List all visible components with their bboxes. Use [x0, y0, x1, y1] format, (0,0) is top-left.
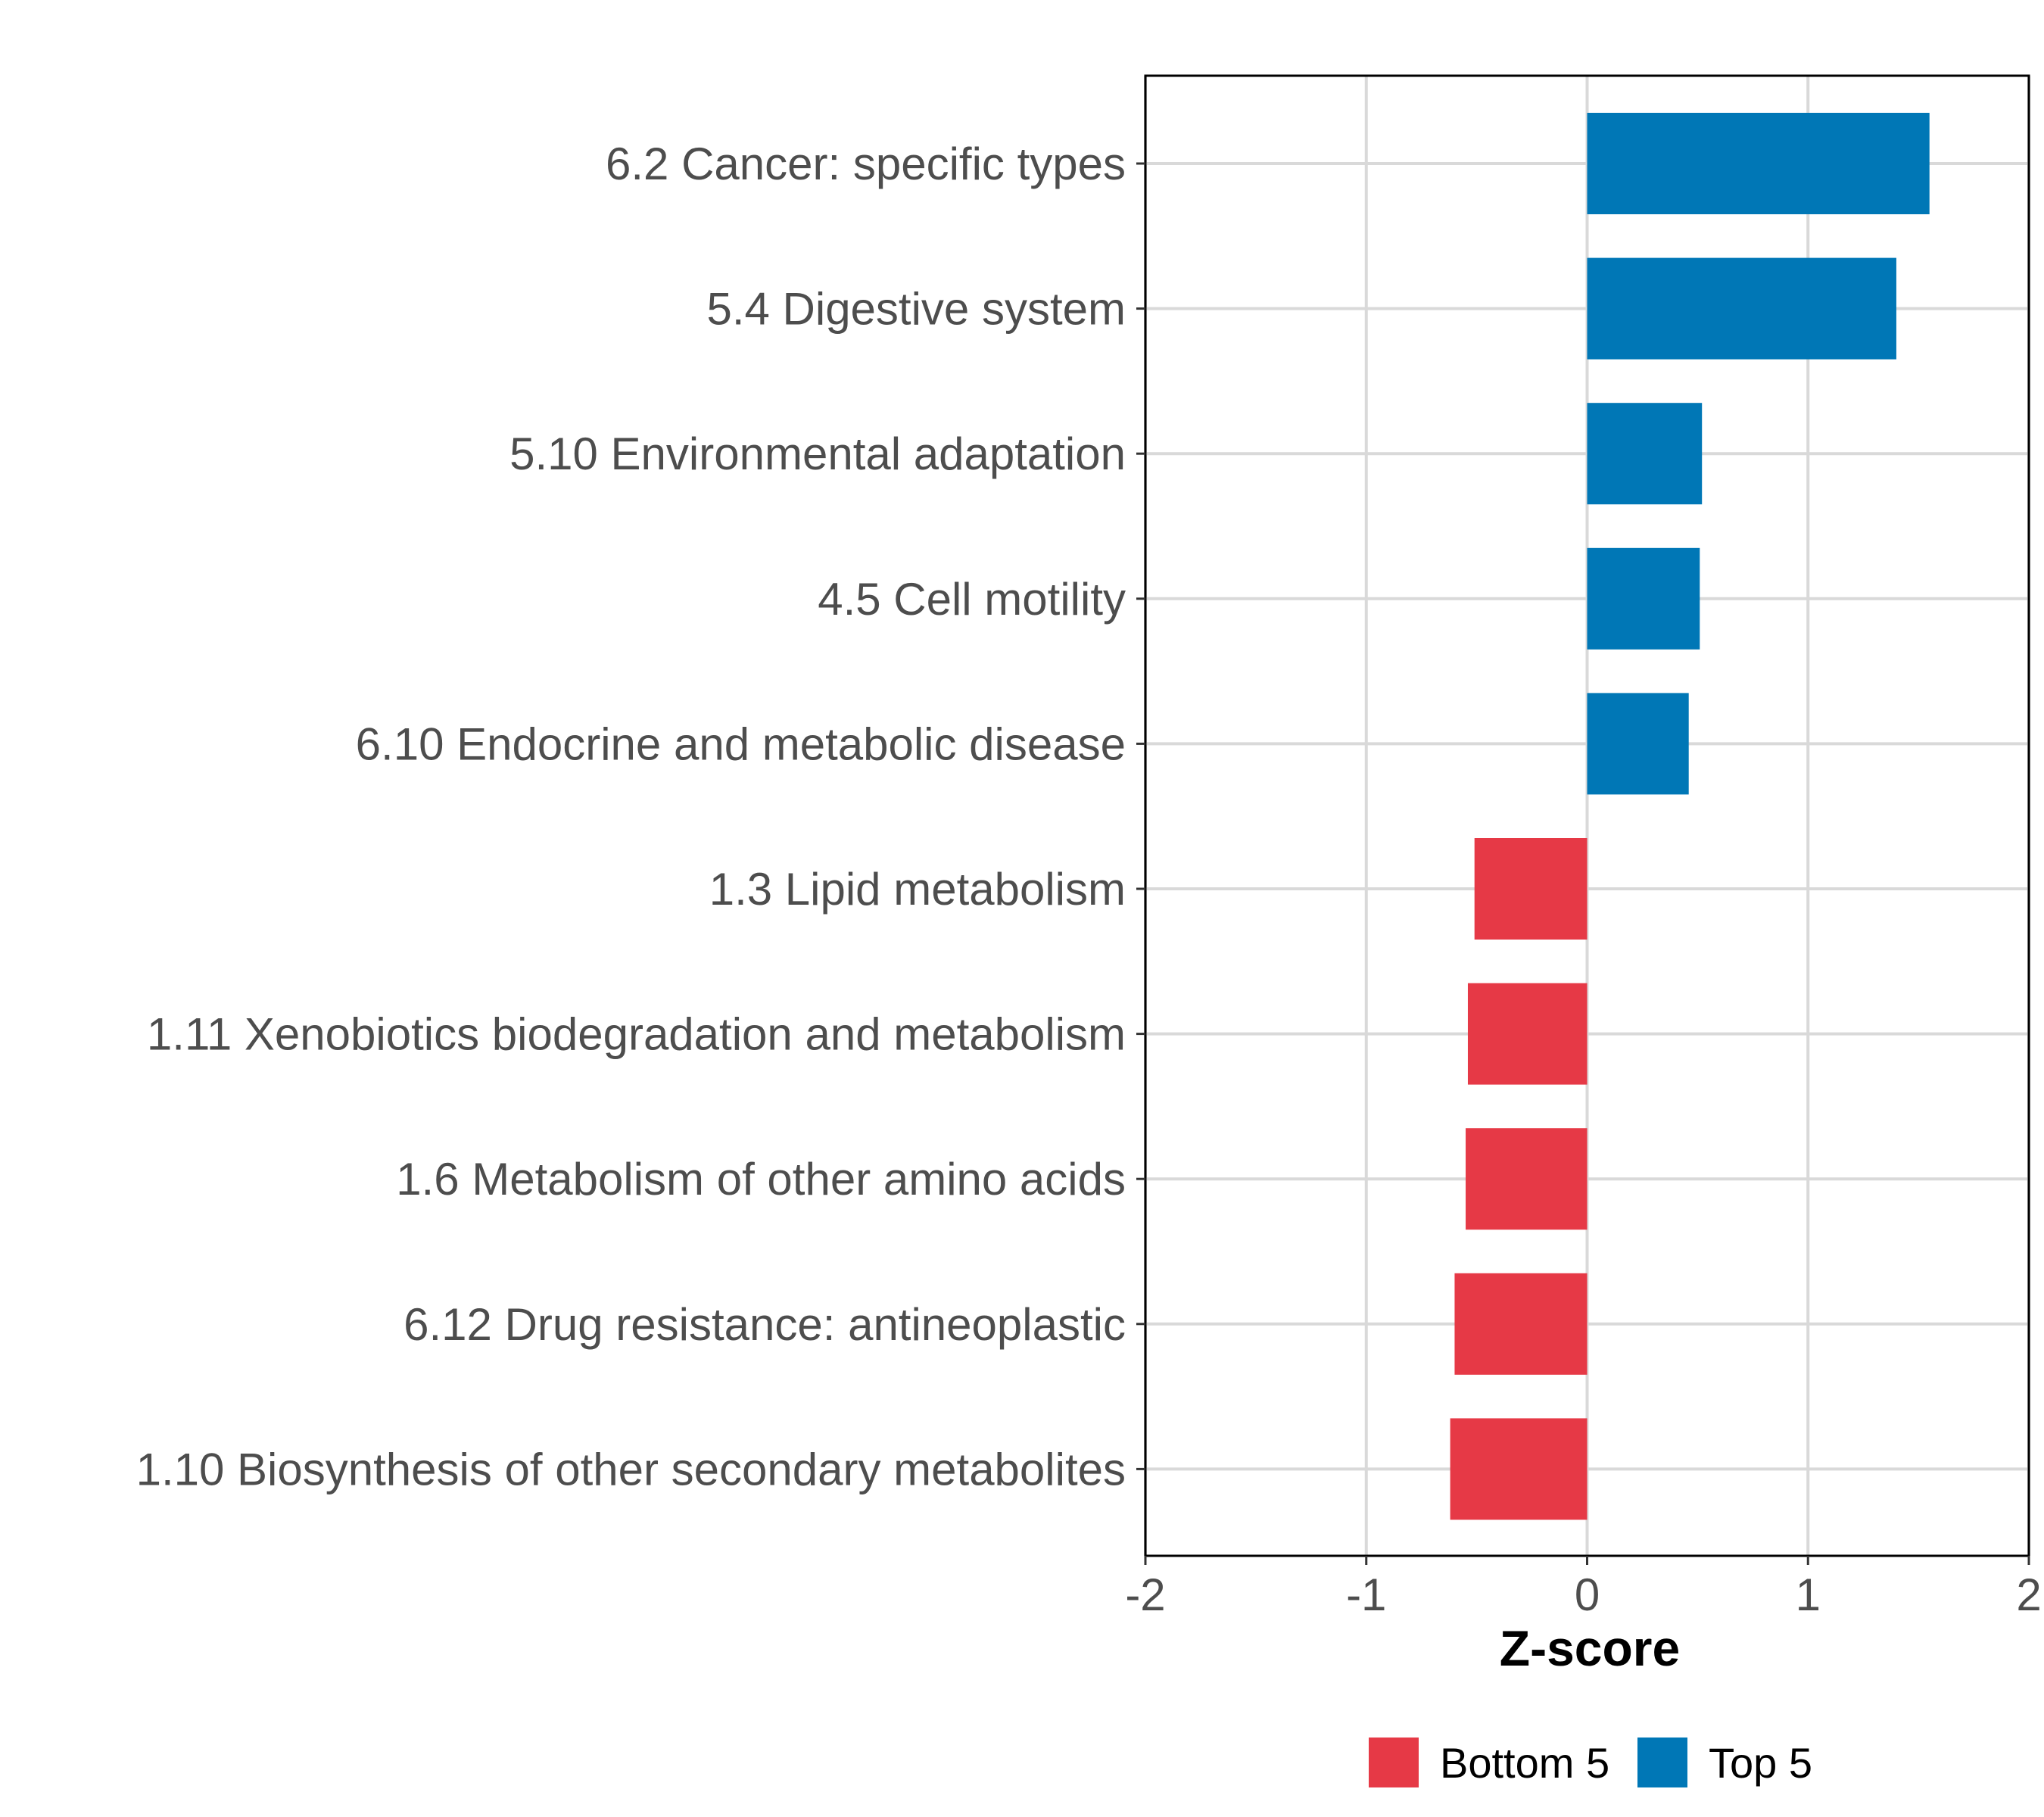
category-label-4: 4.5 Cell motility — [818, 574, 1126, 625]
legend-swatch-1 — [1369, 1738, 1419, 1787]
category-label-9: 6.12 Drug resistance: antineoplastic — [404, 1299, 1126, 1350]
category-label-8: 1.6 Metabolism of other amino acids — [396, 1154, 1126, 1205]
bar-7 — [1467, 983, 1588, 1085]
bar-6 — [1474, 838, 1588, 940]
category-label-5: 6.10 Endocrine and metabolic disease — [356, 718, 1126, 769]
x-tick-label-4: 2 — [2016, 1569, 2041, 1620]
legend-swatch-2 — [1637, 1738, 1687, 1787]
bar-3 — [1587, 403, 1703, 505]
category-label-3: 5.10 Environmental adaptation — [509, 429, 1126, 479]
category-label-2: 5.4 Digestive system — [706, 284, 1126, 335]
x-axis-title: Z-score — [1500, 1620, 1680, 1676]
bar-1 — [1587, 113, 1930, 214]
x-tick-label-0: -2 — [1125, 1569, 1165, 1620]
bar-2 — [1587, 257, 1896, 360]
category-label-1: 6.2 Cancer: specific types — [606, 139, 1126, 189]
x-tick-label-1: -1 — [1346, 1569, 1386, 1620]
category-label-7: 1.11 Xenobiotics biodegradation and meta… — [147, 1009, 1126, 1060]
y-axis: 6.2 Cancer: specific types 5.4 Digestive … — [136, 139, 1145, 1494]
legend-label-1: Bottom 5 — [1440, 1739, 1609, 1787]
bar-10 — [1450, 1418, 1588, 1520]
legend: Bottom 5 Top 5 — [1369, 1738, 1812, 1787]
x-tick-label-3: 1 — [1796, 1569, 1821, 1620]
bar-layer — [1450, 113, 1930, 1520]
x-axis: -2 -1 0 1 2 — [1125, 1556, 2042, 1620]
bar-4 — [1587, 547, 1700, 650]
bar-5 — [1587, 693, 1689, 795]
category-label-6: 1.3 Lipid metabolism — [709, 864, 1126, 915]
x-tick-label-2: 0 — [1575, 1569, 1600, 1620]
legend-label-2: Top 5 — [1709, 1739, 1812, 1787]
bar-8 — [1466, 1128, 1588, 1230]
category-label-10: 1.10 Biosynthesis of other secondary met… — [136, 1444, 1126, 1494]
bar-9 — [1454, 1273, 1588, 1375]
